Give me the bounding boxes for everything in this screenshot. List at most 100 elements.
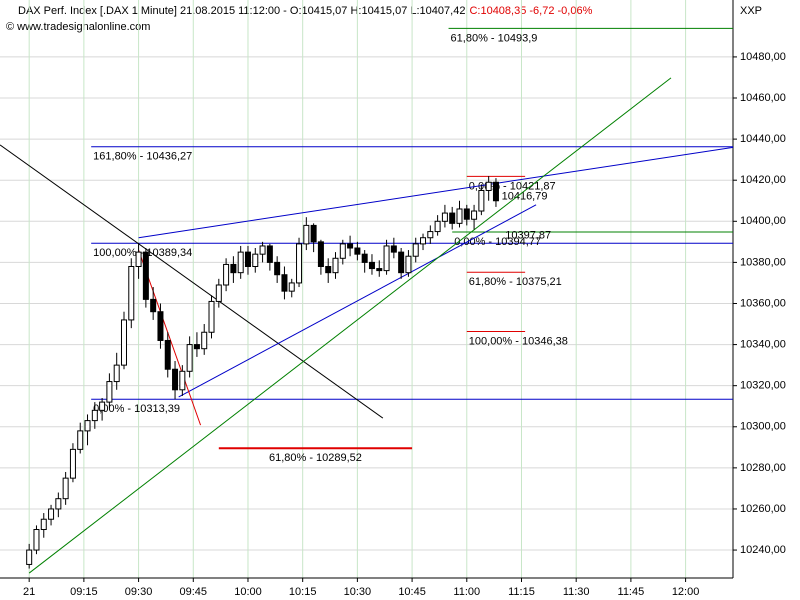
- candle-body: [332, 257, 339, 274]
- candle-body: [91, 409, 98, 422]
- candle-body: [230, 263, 237, 274]
- x-tick-label: 11:15: [508, 586, 535, 598]
- candle-body: [281, 274, 288, 292]
- y-tick-label: 10440,00: [740, 133, 786, 145]
- candle-body: [106, 381, 113, 403]
- candle-body: [62, 477, 69, 500]
- candle-body: [237, 251, 244, 274]
- trendline: [28, 77, 672, 574]
- y-tick-label: 10360,00: [740, 297, 786, 309]
- candle-body: [69, 448, 76, 479]
- candle-body: [412, 243, 419, 257]
- x-tick-label: 09:15: [70, 586, 98, 598]
- candle-body: [157, 311, 164, 341]
- candle-body: [390, 245, 397, 253]
- candle-body: [48, 508, 55, 520]
- candle-body: [361, 253, 368, 263]
- candle-body: [310, 224, 317, 243]
- candle-body: [172, 368, 179, 391]
- candle-body: [186, 344, 193, 372]
- candle-body: [150, 298, 157, 313]
- candle-body: [427, 231, 434, 239]
- candle-body: [135, 251, 142, 268]
- candle-body: [84, 420, 91, 432]
- candle-body: [208, 300, 215, 333]
- y-tick-label: 10280,00: [740, 462, 786, 474]
- x-tick-label: 11:45: [618, 586, 645, 598]
- candle-body: [463, 208, 470, 220]
- candle-body: [179, 370, 186, 391]
- candle-body: [441, 212, 448, 222]
- candle-body: [383, 245, 390, 272]
- x-tick-label: 12:00: [672, 586, 700, 598]
- level-label: 0,00% - 10394,77: [454, 236, 541, 248]
- x-tick-label: 11:30: [563, 586, 590, 598]
- candle-body: [420, 237, 427, 245]
- y-tick-label: 10400,00: [740, 215, 786, 227]
- level-label: 161,80% - 10436,27: [93, 151, 192, 163]
- candle-body: [347, 243, 354, 249]
- candle-body: [266, 245, 273, 263]
- header: DAX Perf. Index [.DAX 1 Minute] 21.08.20…: [18, 5, 593, 17]
- candle-body: [244, 251, 251, 268]
- x-tick-label: 09:45: [180, 586, 208, 598]
- candle-body: [405, 255, 412, 274]
- candle-body: [368, 261, 375, 270]
- level-label: 100,00% - 10346,38: [469, 335, 568, 347]
- y-tick-label: 10320,00: [740, 380, 786, 392]
- level-label: 61,80% - 10375,21: [469, 276, 562, 288]
- candle-body: [77, 430, 84, 450]
- y-tick-label: 10260,00: [740, 503, 786, 515]
- trendline: [0, 144, 384, 419]
- level-label: 61,80% - 10493,9: [451, 32, 538, 44]
- x-tick-label: 10:45: [398, 586, 426, 598]
- copyright: © www.tradesignalonline.com: [6, 21, 150, 33]
- y-tick-label: 10240,00: [740, 544, 786, 556]
- candle-body: [274, 261, 281, 276]
- candle-body: [223, 263, 230, 286]
- x-tick-label: 10:15: [289, 586, 317, 598]
- candle-body: [339, 243, 346, 259]
- candle-body: [26, 549, 33, 565]
- candle-body: [215, 284, 222, 302]
- y-tick-label: 10380,00: [740, 256, 786, 268]
- candle-body: [492, 181, 499, 202]
- candle-body: [354, 247, 361, 255]
- candle-body: [478, 189, 485, 212]
- candle-body: [142, 251, 149, 300]
- candle-body: [456, 208, 463, 224]
- candle-body: [485, 181, 492, 191]
- trendline: [178, 204, 537, 398]
- y-tick-label: 10480,00: [740, 51, 786, 63]
- x-tick-label: 10:30: [344, 586, 372, 598]
- candle-body: [40, 518, 47, 531]
- x-tick-label: 11:00: [453, 586, 480, 598]
- y-tick-label: 10300,00: [740, 421, 786, 433]
- y-tick-label: 10340,00: [740, 338, 786, 350]
- candle-body: [325, 266, 332, 274]
- candle-body: [128, 266, 135, 321]
- candle-body: [449, 212, 456, 224]
- candle-body: [296, 243, 303, 284]
- candle-body: [193, 344, 200, 350]
- candle-body: [201, 331, 208, 350]
- candle-body: [398, 251, 405, 274]
- candle-body: [113, 364, 120, 383]
- candle-body: [55, 498, 62, 510]
- level-label: 61,80% - 10289,52: [269, 452, 362, 464]
- y-tick-label: 10460,00: [740, 92, 786, 104]
- header-last: C:10408,35 -6,72 -0,06%: [469, 5, 592, 17]
- x-tick-label: 21: [23, 586, 35, 598]
- candle-body: [434, 220, 441, 233]
- header-title: DAX Perf. Index [.DAX 1 Minute] 21.08.20…: [18, 5, 465, 17]
- candle-body: [120, 319, 127, 366]
- candle-body: [471, 210, 478, 220]
- x-tick-label: 09:30: [125, 586, 153, 598]
- level-label: 0,00% - 10313,39: [93, 403, 180, 415]
- y-tick-label: 10420,00: [740, 174, 786, 186]
- candle-body: [376, 268, 383, 272]
- trendline: [138, 146, 734, 239]
- symbol: XXP: [740, 5, 762, 17]
- candle-body: [259, 245, 266, 255]
